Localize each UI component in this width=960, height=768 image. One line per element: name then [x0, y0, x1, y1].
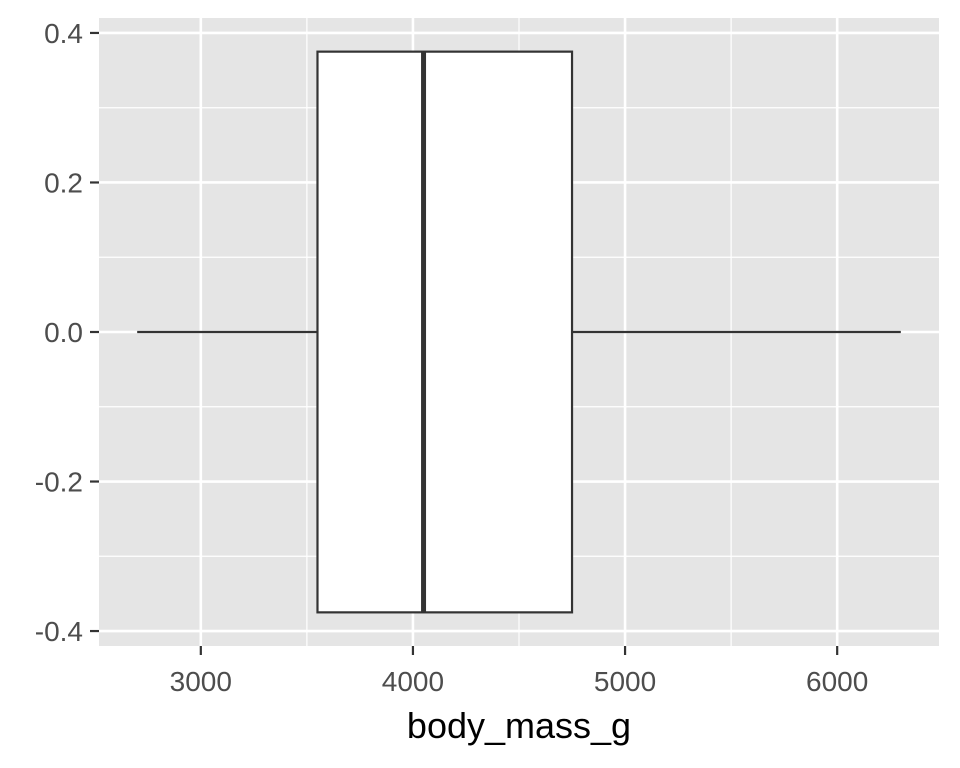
y-tick-label: 0.4: [44, 18, 83, 49]
x-tick-label: 5000: [594, 666, 656, 697]
x-tick-label: 3000: [170, 666, 232, 697]
y-tick-label: 0.0: [44, 317, 83, 348]
y-axis: -0.4 -0.2 0.0 0.2 0.4: [35, 18, 99, 647]
x-tick-label: 6000: [806, 666, 868, 697]
y-tick-label: 0.2: [44, 167, 83, 198]
x-axis: 3000 4000 5000 6000: [170, 646, 868, 697]
y-tick-label: -0.2: [35, 467, 83, 498]
x-axis-title: body_mass_g: [407, 705, 631, 746]
boxplot: [137, 50, 901, 614]
x-tick-label: 4000: [382, 666, 444, 697]
box-iqr: [316, 50, 574, 614]
y-tick-label: -0.4: [35, 616, 83, 647]
